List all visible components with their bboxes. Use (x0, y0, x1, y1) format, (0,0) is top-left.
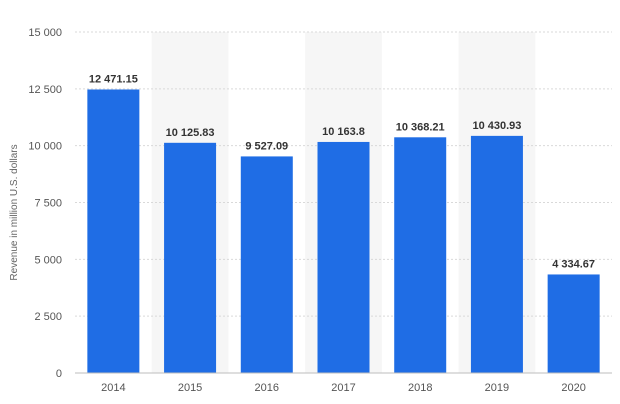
x-tick-label-2018: 2018 (408, 382, 432, 394)
data-labels: 12 471.15 10 125.83 9 527.09 10 163.8 10 368… (89, 73, 595, 270)
x-tick-label-2019: 2019 (485, 382, 509, 394)
data-label-2016: 9 527.09 (245, 140, 288, 152)
bar-2016[interactable] (240, 156, 293, 373)
data-label-2014: 12 471.15 (89, 73, 138, 85)
y-tick-label: 5 000 (34, 254, 62, 266)
data-label-2015: 10 125.83 (166, 127, 215, 139)
y-tick-label: 15 000 (28, 27, 62, 39)
y-tick-label: 2 500 (34, 311, 62, 323)
y-tick-label: 12 500 (28, 84, 62, 96)
y-tick-label: 7 500 (34, 198, 62, 210)
bar-2017[interactable] (317, 141, 370, 373)
x-tick-label-2014: 2014 (101, 382, 125, 394)
y-tick-label: 10 000 (28, 141, 62, 153)
data-label-2017: 10 163.8 (322, 126, 365, 138)
bar-2015[interactable] (164, 142, 217, 373)
bar-2014[interactable] (87, 89, 140, 373)
bar-2018[interactable] (394, 137, 447, 373)
data-label-2020: 4 334.67 (552, 258, 595, 270)
data-label-2019: 10 430.93 (472, 120, 521, 132)
x-axis-ticks: 2014 2015 2016 2017 2018 2019 2020 (101, 382, 586, 394)
x-tick-label-2016: 2016 (255, 382, 279, 394)
x-tick-label-2017: 2017 (331, 382, 355, 394)
y-axis-title: Revenue in million U.S. dollars (9, 144, 20, 280)
x-tick-label-2015: 2015 (178, 382, 202, 394)
bars (87, 89, 600, 373)
data-label-2018: 10 368.21 (396, 121, 445, 133)
y-tick-label: 0 (56, 368, 62, 380)
x-tick-label-2020: 2020 (561, 382, 585, 394)
y-axis-ticks: 0 2 500 5 000 7 500 10 000 12 500 15 000 (28, 27, 62, 380)
bar-2019[interactable] (470, 135, 523, 373)
bar-2020[interactable] (547, 274, 600, 373)
